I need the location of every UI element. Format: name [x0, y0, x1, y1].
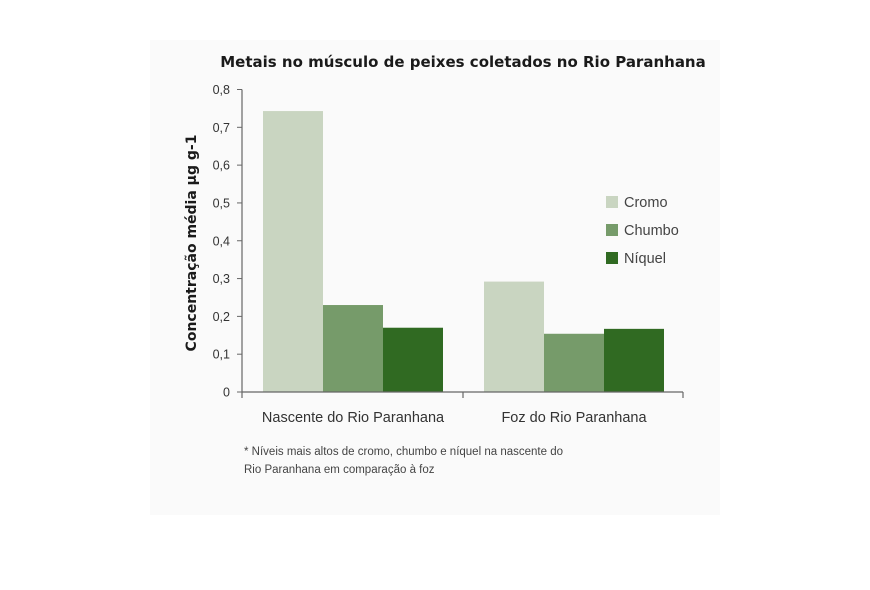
- y-tick-label: 0,1: [213, 348, 230, 362]
- y-tick-label: 0,5: [213, 196, 230, 210]
- y-axis-ticks: 0 0,1 0,2 0,3 0,4 0,5 0,6 0,7 0,8: [213, 83, 242, 400]
- legend-label: Níquel: [624, 251, 666, 267]
- bar-níquel-2: [604, 328, 664, 392]
- y-tick-label: 0,4: [213, 234, 230, 248]
- y-tick-label: 0,6: [213, 159, 230, 173]
- legend-label: Chumbo: [624, 223, 679, 239]
- chart-panel: [150, 40, 720, 515]
- bar-chumbo-2: [544, 333, 604, 392]
- footnote: * Níveis mais altos de cromo, chumbo e n…: [244, 446, 563, 476]
- bars: [263, 111, 664, 392]
- bar-cromo-1: [263, 111, 323, 392]
- legend-swatch: [606, 252, 618, 264]
- footnote-line: * Níveis mais altos de cromo, chumbo e n…: [244, 446, 563, 458]
- legend-swatch: [606, 224, 618, 236]
- footnote-line: Rio Paranhana em comparação à foz: [244, 464, 435, 476]
- bar-níquel-1: [383, 327, 443, 392]
- x-category-label: Nascente do Rio Paranhana: [262, 410, 445, 426]
- y-tick-label: 0,7: [213, 121, 230, 135]
- bar-chumbo-1: [323, 305, 383, 392]
- category-labels: Nascente do Rio Paranhana Foz do Rio Para…: [262, 410, 648, 426]
- y-tick-label: 0,2: [213, 310, 230, 324]
- y-tick-label: 0,3: [213, 272, 230, 286]
- y-tick-label: 0,8: [213, 83, 230, 97]
- legend: Cromo Chumbo Níquel: [606, 195, 679, 267]
- x-category-label: Foz do Rio Paranhana: [501, 410, 647, 426]
- y-tick-label: 0: [223, 386, 230, 400]
- legend-label: Cromo: [624, 195, 668, 211]
- chart-title: Metais no músculo de peixes coletados no…: [220, 53, 706, 71]
- y-axis-label: Concentração média µg g-1: [184, 135, 200, 352]
- bar-cromo-2: [484, 281, 544, 392]
- axes: [241, 89, 684, 398]
- legend-swatch: [606, 196, 618, 208]
